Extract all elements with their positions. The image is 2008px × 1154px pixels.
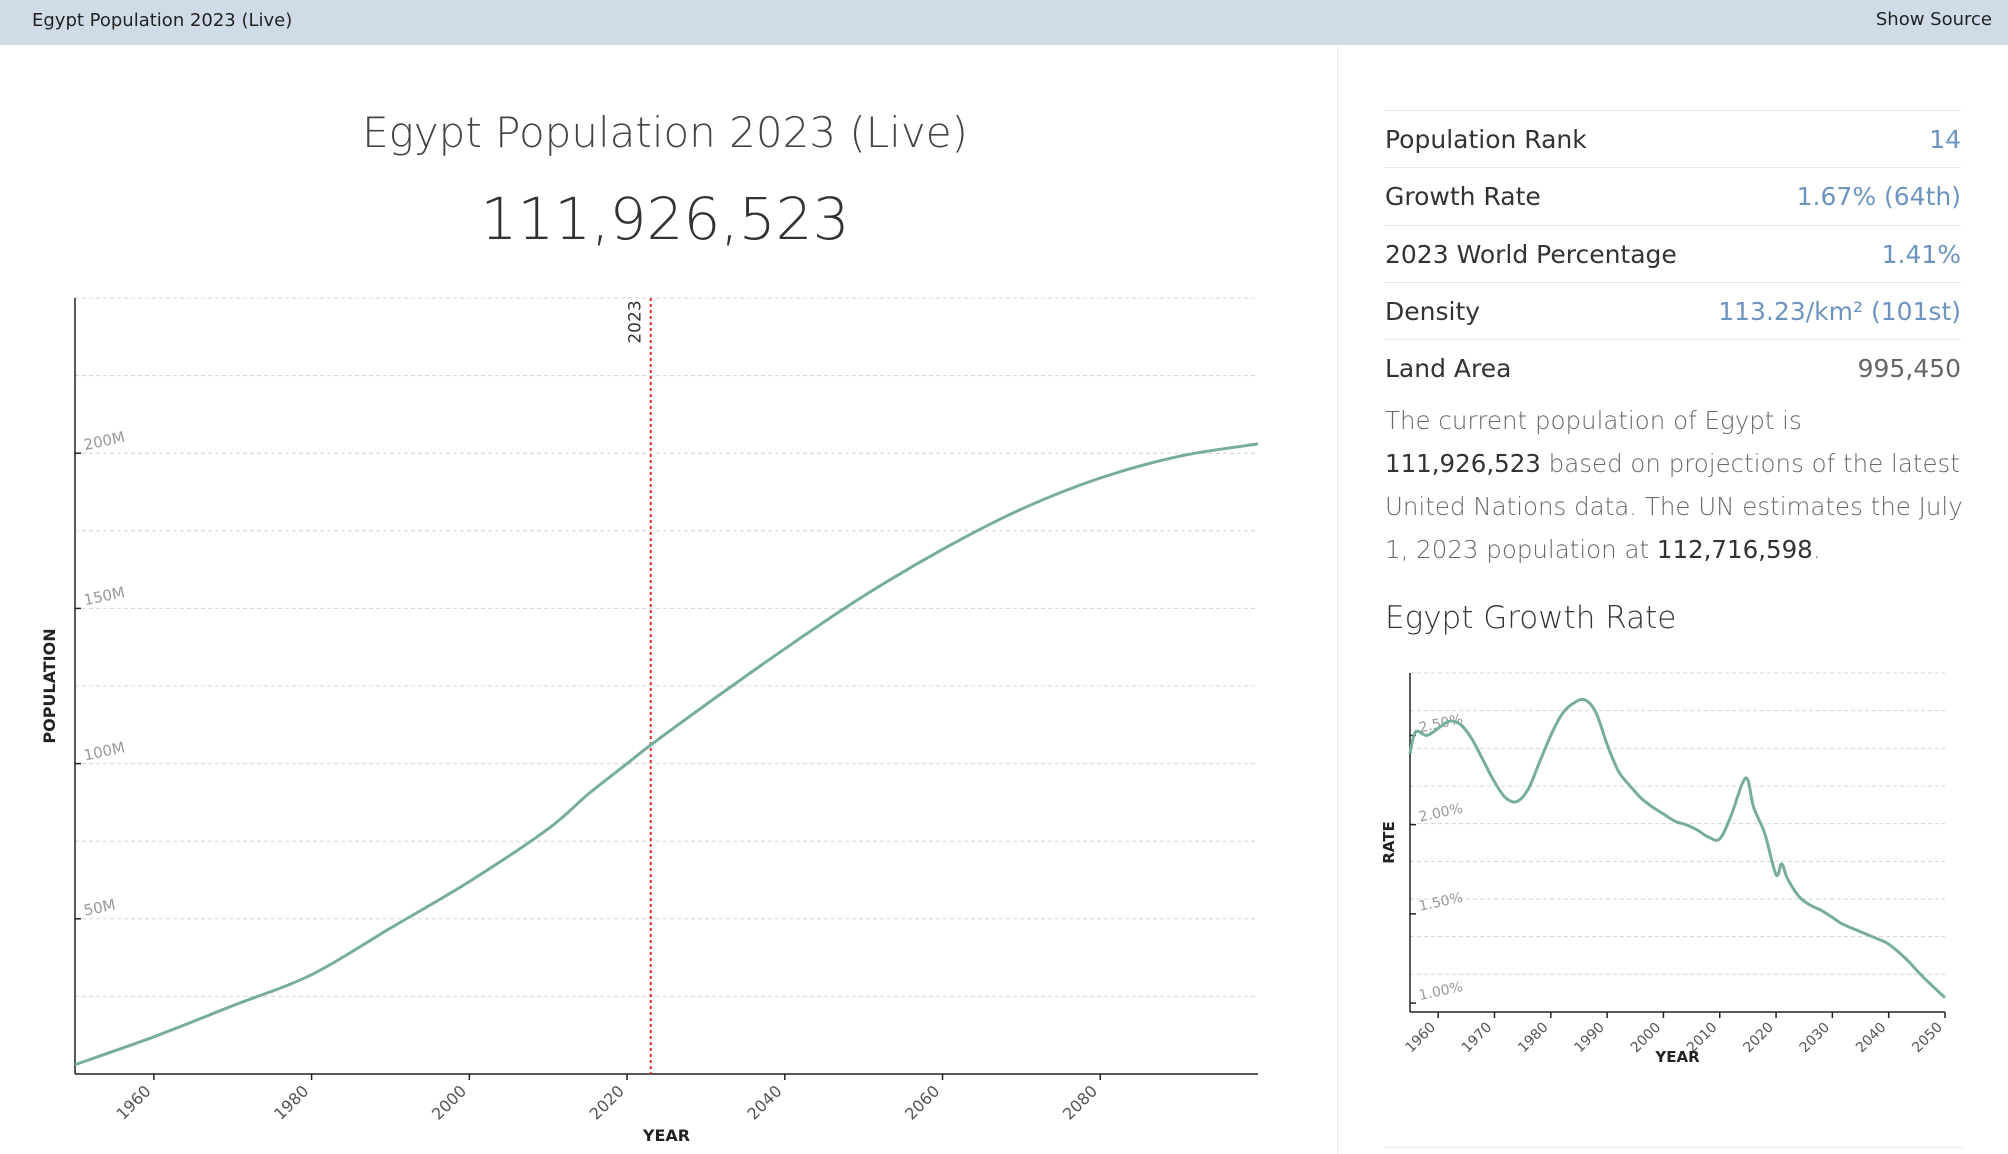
stat-row-density: Density 113.23/km² (101st) [1385,282,1961,340]
stat-value-link[interactable]: 1.67% (64th) [1796,182,1961,211]
x-tick-label: 2030 [1797,1020,1834,1057]
stat-row-growth-rate: Growth Rate 1.67% (64th) [1385,167,1961,225]
show-source-button[interactable]: Show Source [1875,9,1992,30]
y-axis-label: POPULATION [40,628,59,743]
stat-row-world-percentage: 2023 World Percentage 1.41% [1385,225,1961,283]
stat-row-land-area: Land Area 995,450 [1385,339,1961,397]
x-tick-label: 1980 [270,1081,312,1123]
stat-value-link[interactable]: 14 [1929,125,1961,154]
growth-rate-chart: 1.00%1.50%2.00%2.50%1960 1970 1980 1990 2000… [1380,672,1947,1066]
page-title: Egypt Population 2023 (Live) [32,10,293,31]
y-tick-label: 150M [82,583,126,609]
stat-value-link[interactable]: 113.23/km² (101st) [1718,297,1961,326]
x-axis-label: YEAR [1654,1048,1700,1066]
current-year-label: 2023 [626,300,646,343]
live-population-counter: 111,926,523 [480,185,850,253]
stat-label: Population Rank [1385,125,1587,154]
x-tick-label: 2000 [428,1081,470,1123]
chart-heading: Egypt Population 2023 (Live) [362,108,968,157]
x-tick-label: 1990 [1571,1020,1608,1057]
y-tick-label: 200M [82,428,126,454]
x-tick-label: 1960 [1402,1020,1439,1057]
description-text: The current population of Egypt is [1385,406,1802,435]
y-tick-label: 1.50% [1418,890,1465,915]
x-tick-label: 2020 [1740,1020,1777,1057]
y-tick-label: 100M [82,738,126,764]
x-tick-label: 2040 [743,1081,785,1123]
stat-label: 2023 World Percentage [1385,240,1677,269]
series-line [1408,697,1947,999]
x-tick-label: 1960 [112,1081,154,1123]
growth-rate-heading: Egypt Growth Rate [1385,600,1677,636]
x-tick-label: 1980 [1515,1020,1552,1057]
stat-value: 995,450 [1857,354,1961,383]
top-bar: Egypt Population 2023 (Live) Show Source [0,0,2008,45]
series-line [74,442,1259,1067]
x-tick-label: 1970 [1459,1020,1496,1057]
july-population-value: 112,716,598 [1656,535,1813,564]
x-axis-label: YEAR [642,1126,690,1145]
divider [1385,1147,1963,1148]
x-tick-label: 2060 [901,1081,943,1123]
description-text: based on projections of the latest Unite… [1385,449,1963,564]
stat-label: Land Area [1385,354,1512,383]
stat-label: Density [1385,297,1481,326]
y-tick-label: 1.00% [1418,979,1465,1004]
column-divider [1337,45,1338,1154]
y-tick-label: 50M [82,895,117,919]
x-tick-label: 2020 [586,1081,628,1123]
y-tick-label: 2.00% [1418,801,1465,826]
stat-label: Growth Rate [1385,182,1541,211]
stat-row-population-rank: Population Rank 14 [1385,110,1961,168]
current-population-value: 111,926,523 [1385,449,1541,478]
y-axis-label: RATE [1380,821,1398,863]
x-tick-label: 2040 [1853,1020,1890,1057]
population-chart: 50M 100M 150M 200M 1960 1980 2000 2020 2040 2060 2… [40,297,1259,1145]
x-tick-label: 2050 [1909,1020,1946,1057]
description-text: . [1812,535,1821,564]
stat-value-link[interactable]: 1.41% [1881,240,1961,269]
x-tick-label: 2080 [1059,1081,1101,1123]
population-description: The current population of Egypt is 111,9… [1385,399,1965,571]
